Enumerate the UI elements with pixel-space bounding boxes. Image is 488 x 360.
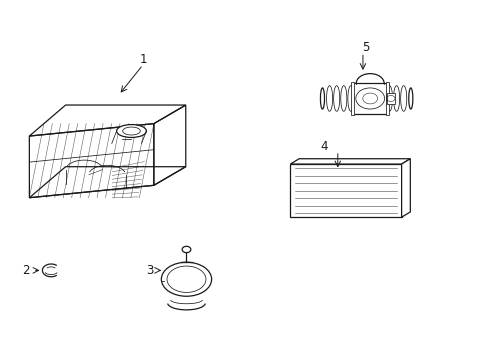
- Bar: [386, 93, 394, 104]
- Ellipse shape: [408, 88, 412, 109]
- Ellipse shape: [116, 125, 146, 138]
- Ellipse shape: [161, 262, 211, 296]
- Text: 4: 4: [320, 140, 327, 153]
- Polygon shape: [290, 164, 401, 217]
- Polygon shape: [290, 159, 409, 164]
- Text: 5: 5: [361, 41, 368, 54]
- Text: 2: 2: [22, 264, 30, 277]
- Ellipse shape: [320, 88, 324, 109]
- Bar: [385, 82, 388, 115]
- Text: 3: 3: [146, 264, 154, 277]
- Bar: [350, 82, 354, 115]
- Bar: [352, 84, 387, 113]
- Polygon shape: [401, 159, 409, 217]
- Text: 1: 1: [139, 53, 146, 66]
